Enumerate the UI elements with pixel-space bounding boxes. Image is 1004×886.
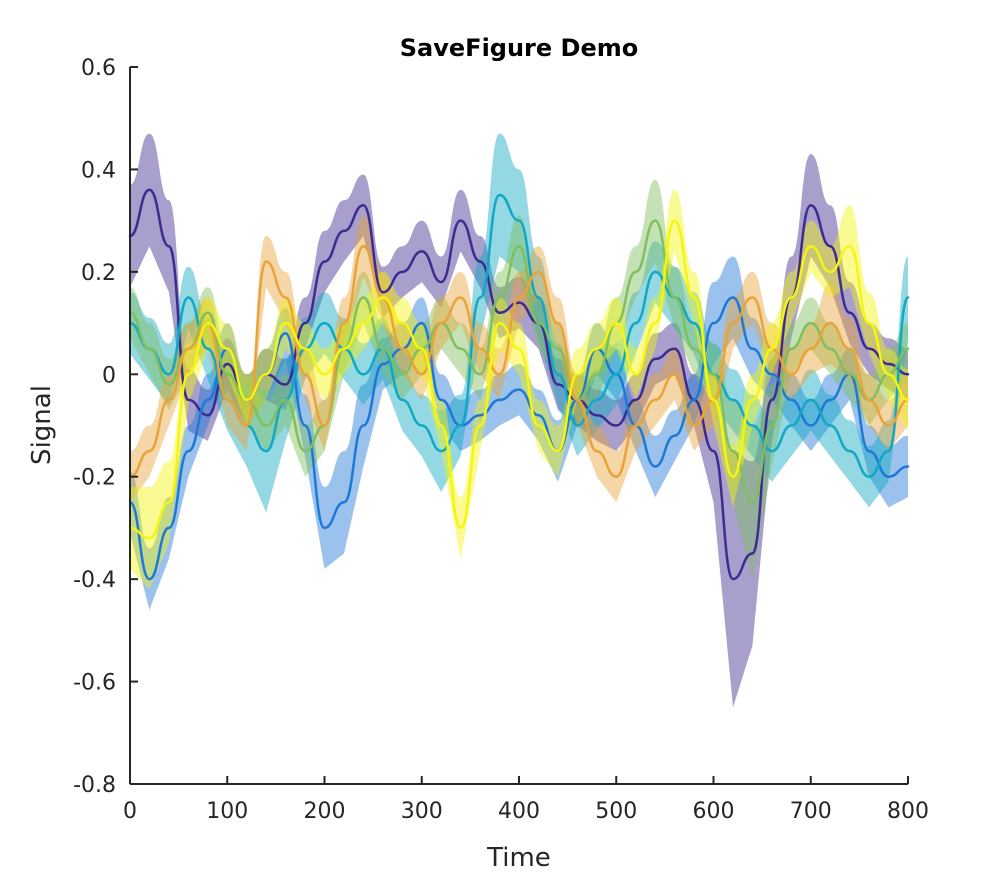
series-lines <box>128 188 910 581</box>
series-4-band <box>130 215 908 503</box>
y-tick-label: 0.4 <box>81 158 116 183</box>
axes: 0 100 200 300 400 500 600 700 800 -0.8-0.6-0.4-0… <box>73 56 929 824</box>
y-tick-label: -0.6 <box>73 671 116 696</box>
y-tick-label: 0.2 <box>81 261 116 286</box>
y-tick-label: -0.4 <box>73 568 116 593</box>
series-5-band <box>130 189 908 590</box>
x-tick-label: 0 <box>123 799 137 824</box>
y-tick-label: 0.6 <box>81 56 116 81</box>
x-axis-ticks: 0 100 200 300 400 500 600 700 800 <box>123 776 929 824</box>
series-3-line <box>128 219 910 504</box>
plot-area <box>128 133 910 708</box>
y-tick-label: -0.8 <box>73 773 116 798</box>
y-axis-ticks: -0.8 -0.6 -0.4 -0.2 0 0.2 0.4 0.6 <box>73 56 138 798</box>
y-tick-label: 0 <box>102 363 116 388</box>
x-tick-label: 200 <box>304 799 346 824</box>
x-axis-label: Time <box>486 843 551 873</box>
y-tick-label: -0.2 <box>73 466 116 491</box>
x-tick-label: 100 <box>206 799 248 824</box>
chart-title: SaveFigure Demo <box>400 34 638 62</box>
series-5-line <box>128 219 910 540</box>
x-tick-label: 500 <box>595 799 637 824</box>
series-1-band <box>130 256 908 610</box>
x-tick-label: 800 <box>887 799 929 824</box>
series-2-line <box>128 193 910 478</box>
series-0-band <box>130 133 908 708</box>
confidence-bands <box>130 133 908 708</box>
series-2-band <box>130 133 908 513</box>
y-axis-label: Signal <box>27 385 57 465</box>
x-tick-label: 300 <box>401 799 443 824</box>
x-tick-label: 700 <box>790 799 832 824</box>
x-tick-label: 600 <box>693 799 735 824</box>
series-3-band <box>130 179 908 580</box>
x-tick-label: 400 <box>498 799 540 824</box>
